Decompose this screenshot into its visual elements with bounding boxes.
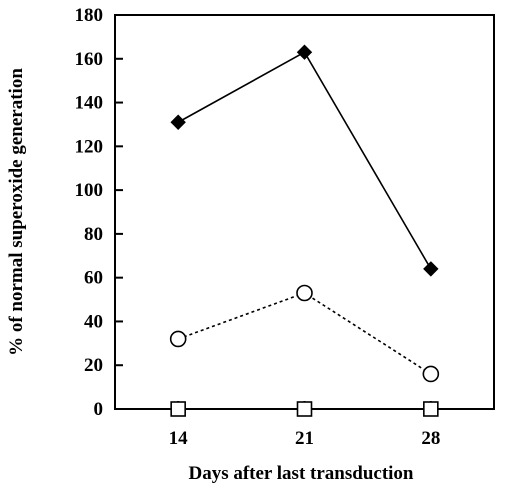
- data-point-square: [296, 401, 313, 417]
- series-3: [170, 401, 439, 417]
- data-point-circle: [169, 330, 187, 348]
- x-tick-label: 14: [169, 428, 189, 449]
- x-axis-title: Days after last transduction: [188, 463, 413, 484]
- data-point-square: [170, 401, 186, 417]
- data-point-circle: [296, 284, 313, 302]
- series-1-line: [177, 51, 432, 270]
- y-tick-label: 140: [75, 93, 104, 114]
- y-tick-label: 100: [75, 180, 104, 201]
- y-tick-label: 80: [84, 224, 103, 245]
- series-1: [170, 44, 439, 277]
- series-2-line: [177, 292, 432, 375]
- data-point-circle: [422, 365, 440, 383]
- y-tick-label: 40: [84, 311, 103, 332]
- y-tick-label: 0: [94, 399, 104, 420]
- plot-frame: [114, 14, 495, 410]
- y-tick-label: 180: [75, 5, 104, 26]
- x-tick-label: 21: [295, 428, 314, 449]
- y-tick-label: 60: [84, 268, 103, 289]
- data-point-diamond: [296, 44, 313, 60]
- y-axis-title: % of normal superoxide generation: [6, 68, 27, 356]
- data-point-diamond: [423, 261, 439, 277]
- y-tick-label: 160: [75, 49, 104, 70]
- x-tick-label: 28: [421, 428, 440, 449]
- y-tick-label: 20: [84, 355, 103, 376]
- series-2: [169, 284, 440, 383]
- data-point-square: [423, 401, 439, 417]
- data-point-diamond: [170, 114, 186, 130]
- y-tick-label: 120: [75, 136, 104, 157]
